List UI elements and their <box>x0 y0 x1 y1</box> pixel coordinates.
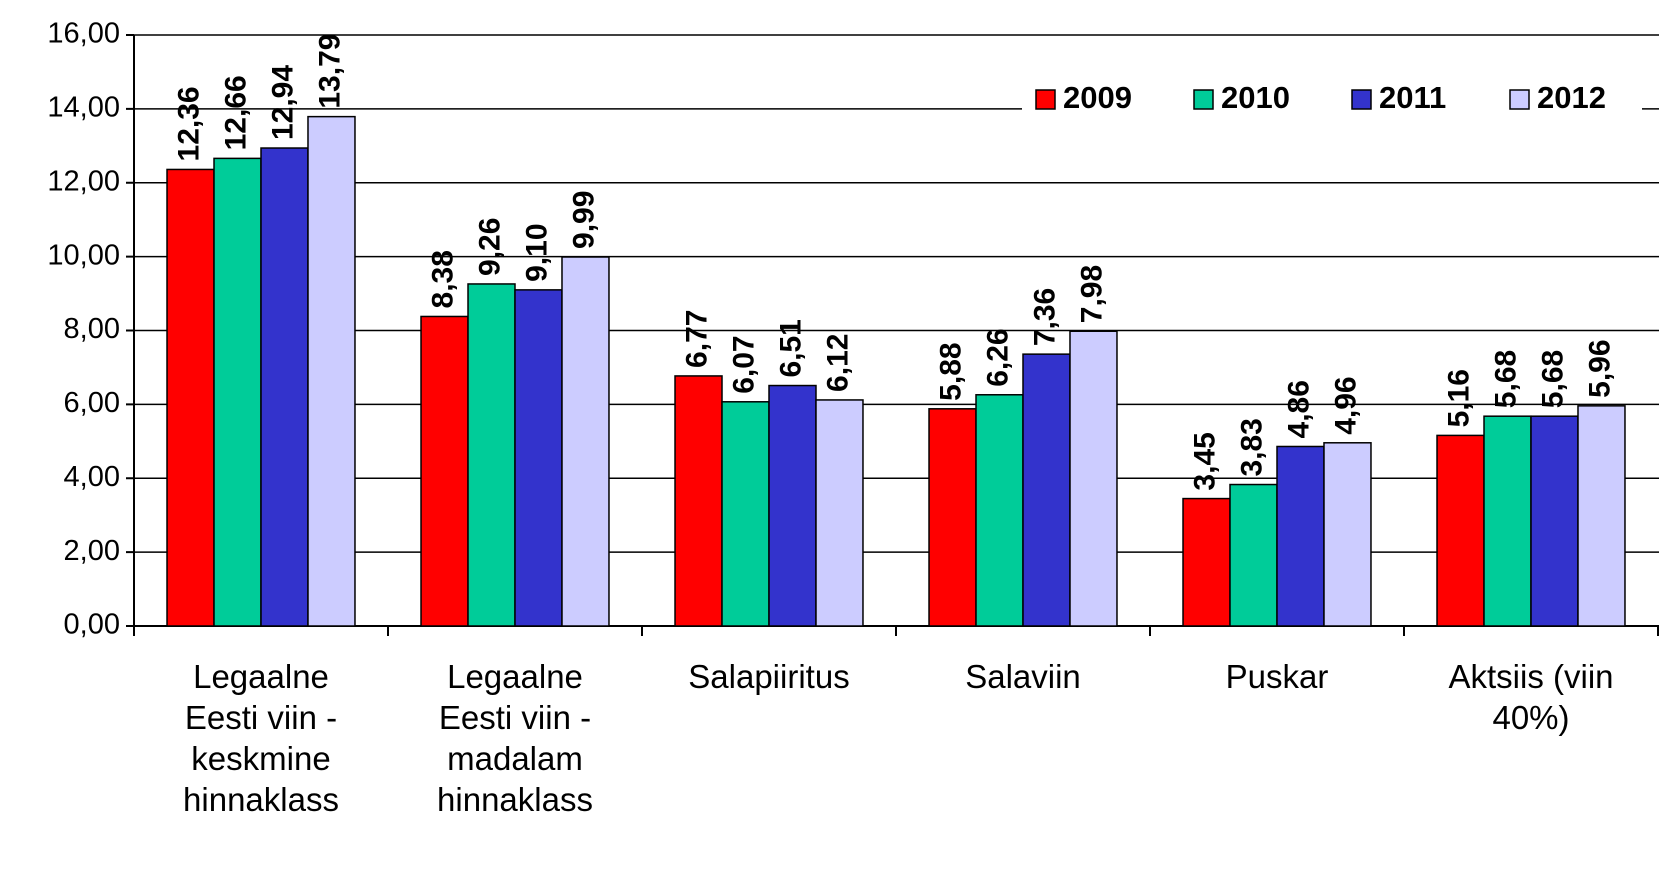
value-label: 7,36 <box>1028 288 1061 346</box>
legend-label: 2012 <box>1537 80 1606 115</box>
bar <box>1530 415 1579 627</box>
value-label: 5,96 <box>1583 339 1616 397</box>
bar <box>420 315 469 627</box>
bar <box>674 375 723 627</box>
value-label: 3,45 <box>1188 432 1221 490</box>
value-label: 4,86 <box>1282 380 1315 438</box>
x-tick-label: Puskar <box>1225 658 1329 695</box>
x-tick-label: Salapiiritus <box>688 658 850 695</box>
bar <box>1323 442 1372 627</box>
value-label: 12,66 <box>219 75 252 150</box>
y-tick-label: 2,00 <box>64 535 120 567</box>
value-label: 5,68 <box>1536 350 1569 408</box>
value-label: 5,88 <box>934 342 967 400</box>
bar <box>166 168 215 627</box>
legend-box <box>1022 78 1642 120</box>
legend-swatch <box>1193 89 1214 110</box>
y-tick-label: 10,00 <box>47 239 120 271</box>
value-label: 6,77 <box>680 310 713 368</box>
bar <box>1577 405 1626 627</box>
bar <box>1229 483 1278 627</box>
bar <box>1483 415 1532 627</box>
value-label: 6,07 <box>727 335 760 393</box>
value-label: 12,36 <box>172 86 205 161</box>
x-tick-label: Aktsiis (viin 40%) <box>1448 658 1614 736</box>
value-label: 9,10 <box>520 223 553 281</box>
value-label: 9,26 <box>473 218 506 276</box>
bar <box>561 256 610 627</box>
x-tick-label: Legaalne Eesti viin - keskmine hinnaklas… <box>183 658 339 818</box>
bar <box>1276 445 1325 627</box>
legend-label: 2010 <box>1221 80 1290 115</box>
x-tick-label: Legaalne Eesti viin - madalam hinnaklass <box>437 658 593 818</box>
x-tick-label: Salaviin <box>965 658 1081 695</box>
bar <box>928 408 977 627</box>
legend-label: 2011 <box>1379 80 1446 115</box>
y-tick-label: 8,00 <box>64 313 120 345</box>
bar <box>721 401 770 627</box>
legend: 2009 2010 2011 2012 <box>1022 78 1642 120</box>
value-label: 5,68 <box>1489 350 1522 408</box>
bar <box>514 289 563 627</box>
bar <box>213 157 262 627</box>
bar <box>1182 497 1231 627</box>
value-label: 3,83 <box>1235 418 1268 476</box>
legend-swatch <box>1035 89 1056 110</box>
y-tick-label: 16,00 <box>47 18 120 50</box>
bar <box>1436 434 1485 627</box>
value-label: 7,98 <box>1075 265 1108 323</box>
value-label: 13,79 <box>313 34 346 109</box>
bar <box>307 115 356 627</box>
bar <box>467 283 516 627</box>
bar <box>1069 330 1118 627</box>
value-label: 5,16 <box>1442 369 1475 427</box>
bar <box>815 399 864 627</box>
y-tick-label: 0,00 <box>64 609 120 641</box>
value-label: 8,38 <box>426 250 459 308</box>
value-label: 6,26 <box>981 328 1014 386</box>
y-tick-label: 14,00 <box>47 92 120 124</box>
y-tick-label: 12,00 <box>47 165 120 197</box>
value-label: 4,96 <box>1329 376 1362 434</box>
value-label: 6,12 <box>821 334 854 392</box>
bar <box>975 394 1024 627</box>
y-tick-label: 6,00 <box>64 387 120 419</box>
legend-swatch <box>1351 89 1372 110</box>
value-label: 9,99 <box>567 191 600 249</box>
y-tick-label: 4,00 <box>64 461 120 493</box>
legend-swatch <box>1509 89 1530 110</box>
value-label: 12,94 <box>266 65 299 140</box>
legend-label: 2009 <box>1063 80 1132 115</box>
value-label: 6,51 <box>774 319 807 377</box>
bar <box>768 384 817 627</box>
bar <box>260 147 309 627</box>
bar <box>1022 353 1071 627</box>
